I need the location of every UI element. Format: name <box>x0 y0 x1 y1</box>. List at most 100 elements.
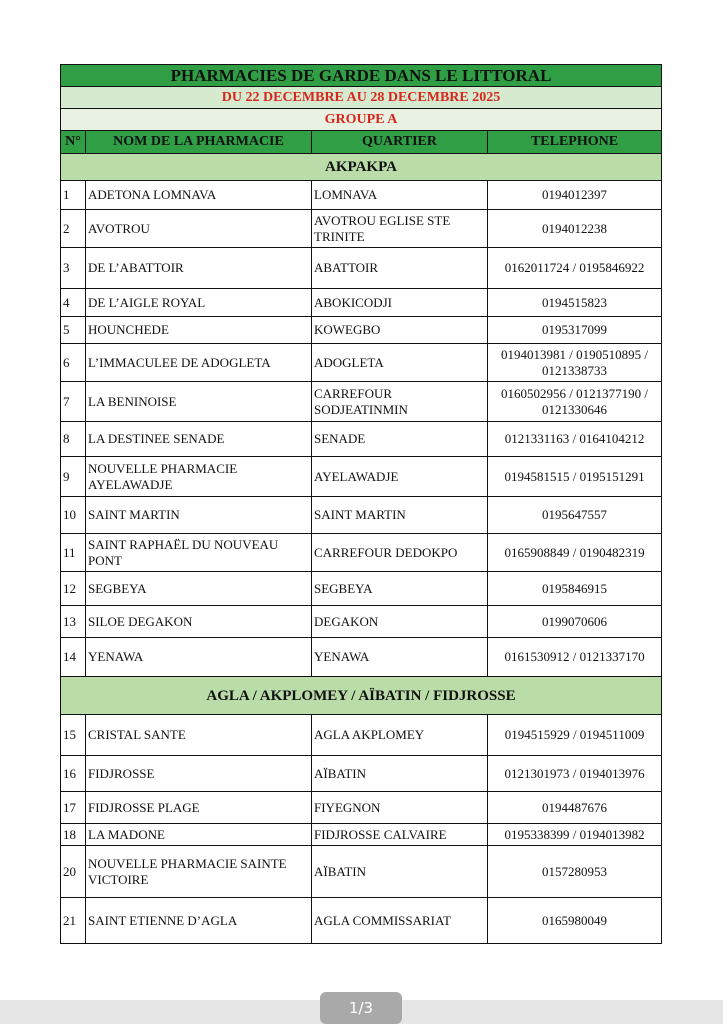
district: AVOTROU EGLISE STE TRINITE <box>311 209 488 248</box>
phone: 0194515823 <box>486 288 663 317</box>
column-header: TELEPHONE <box>486 130 663 154</box>
district: CARREFOUR DEDOKPO <box>311 533 488 572</box>
phone: 0194515929 / 0194511009 <box>486 714 663 756</box>
phone: 0121331163 / 0164104212 <box>486 421 663 457</box>
pharmacy-name: NOUVELLE PHARMACIE SAINTE VICTOIRE <box>85 845 312 898</box>
district: SEGBEYA <box>311 571 488 606</box>
phone: 0199070606 <box>486 605 663 638</box>
row-number: 14 <box>60 637 86 677</box>
phone: 0165908849 / 0190482319 <box>486 533 663 572</box>
district: FIDJROSSE CALVAIRE <box>311 823 488 846</box>
phone: 0195846915 <box>486 571 663 606</box>
row-number: 1 <box>60 180 86 210</box>
pharmacy-name: CRISTAL SANTE <box>85 714 312 756</box>
phone: 0162011724 / 0195846922 <box>486 247 663 289</box>
pharmacy-row: 12 SEGBEYA SEGBEYA 0195846915 <box>60 571 663 606</box>
district: AYELAWADJE <box>311 456 488 497</box>
row-number: 7 <box>60 381 86 422</box>
phone: 0194487676 <box>486 791 663 824</box>
column-header: QUARTIER <box>311 130 488 154</box>
pharmacy-row: 7 LA BENINOISE CARREFOUR SODJEATINMIN 01605… <box>60 381 663 422</box>
pharmacy-name: YENAWA <box>85 637 312 677</box>
column-header: NOM DE LA PHARMACIE <box>85 130 312 154</box>
district: ADOGLETA <box>311 343 488 382</box>
pharmacy-name: FIDJROSSE <box>85 755 312 792</box>
row-number: 8 <box>60 421 86 457</box>
phone: 0195647557 <box>486 496 663 534</box>
pharmacy-row: 1 ADETONA LOMNAVA LOMNAVA 0194012397 <box>60 180 663 210</box>
period-row: DU 22 DECEMBRE AU 28 DECEMBRE 2025 <box>59 86 663 109</box>
period: DU 22 DECEMBRE AU 28 DECEMBRE 2025 <box>59 86 663 109</box>
phone: 0194012238 <box>486 209 663 248</box>
row-number: 16 <box>60 755 86 792</box>
pharmacy-row: 9 NOUVELLE PHARMACIE AYELAWADJE AYELAWADJE… <box>60 456 663 497</box>
row-number: 9 <box>60 456 86 497</box>
district: AGLA COMMISSARIAT <box>311 897 488 944</box>
pharmacy-name: SILOE DEGAKON <box>85 605 312 638</box>
pharmacy-name: LA BENINOISE <box>85 381 312 422</box>
district: AGLA AKPLOMEY <box>311 714 488 756</box>
district: FIYEGNON <box>311 791 488 824</box>
pharmacy-name: SAINT RAPHAËL DU NOUVEAU PONT <box>85 533 312 572</box>
title: PHARMACIES DE GARDE DANS LE LITTORAL <box>59 64 663 87</box>
phone: 0194581515 / 0195151291 <box>486 456 663 497</box>
pharmacy-row: 16 FIDJROSSE AÏBATIN 0121301973 / 019401397… <box>60 755 663 792</box>
pharmacy-name: AVOTROU <box>85 209 312 248</box>
section-row: AKPAKPA <box>59 153 663 181</box>
section-row: AGLA / AKPLOMEY / AÏBATIN / FIDJROSSE <box>59 676 663 715</box>
pharmacy-name: DE L’AIGLE ROYAL <box>85 288 312 317</box>
pharmacy-row: 18 LA MADONE FIDJROSSE CALVAIRE 0195338399 … <box>60 823 663 846</box>
row-number: 2 <box>60 209 86 248</box>
district: LOMNAVA <box>311 180 488 210</box>
row-number: 17 <box>60 791 86 824</box>
pharmacy-row: 5 HOUNCHEDE KOWEGBO 0195317099 <box>60 316 663 344</box>
row-number: 15 <box>60 714 86 756</box>
pharmacy-name: SAINT ETIENNE D’AGLA <box>85 897 312 944</box>
row-number: 18 <box>60 823 86 846</box>
row-number: 13 <box>60 605 86 638</box>
pharmacy-row: 14 YENAWA YENAWA 0161530912 / 0121337170 <box>60 637 663 677</box>
pharmacy-row: 15 CRISTAL SANTE AGLA AKPLOMEY 0194515929 /… <box>60 714 663 756</box>
pharmacy-name: SEGBEYA <box>85 571 312 606</box>
phone: 0194012397 <box>486 180 663 210</box>
pharmacy-row: 21 SAINT ETIENNE D’AGLA AGLA COMMISSARIAT 0… <box>60 897 663 944</box>
group-row: GROUPE A <box>59 108 663 131</box>
section-name: AKPAKPA <box>59 153 663 181</box>
phone: 0160502956 / 0121377190 / 0121330646 <box>486 381 663 422</box>
district: YENAWA <box>311 637 488 677</box>
pharmacy-name: SAINT MARTIN <box>85 496 312 534</box>
group: GROUPE A <box>59 108 663 131</box>
pharmacy-row: 8 LA DESTINEE SENADE SENADE 0121331163 / 01… <box>60 421 663 457</box>
phone: 0121301973 / 0194013976 <box>486 755 663 792</box>
district: ABATTOIR <box>311 247 488 289</box>
district: SAINT MARTIN <box>311 496 488 534</box>
row-number: 12 <box>60 571 86 606</box>
pharmacy-name: HOUNCHEDE <box>85 316 312 344</box>
page-indicator: 1/3 <box>320 992 402 1024</box>
title-row: PHARMACIES DE GARDE DANS LE LITTORAL <box>59 64 663 87</box>
pharmacy-name: DE L’ABATTOIR <box>85 247 312 289</box>
section-name: AGLA / AKPLOMEY / AÏBATIN / FIDJROSSE <box>59 676 663 715</box>
pharmacy-table: PHARMACIES DE GARDE DANS LE LITTORAL DU … <box>59 64 663 944</box>
row-number: 11 <box>60 533 86 572</box>
pharmacy-row: 4 DE L’AIGLE ROYAL ABOKICODJI 0194515823 <box>60 288 663 317</box>
pharmacy-name: LA MADONE <box>85 823 312 846</box>
row-number: 4 <box>60 288 86 317</box>
pharmacy-row: 6 L’IMMACULEE DE ADOGLETA ADOGLETA 01940139… <box>60 343 663 382</box>
pharmacy-name: NOUVELLE PHARMACIE AYELAWADJE <box>85 456 312 497</box>
district: DEGAKON <box>311 605 488 638</box>
district: CARREFOUR SODJEATINMIN <box>311 381 488 422</box>
phone: 0195317099 <box>486 316 663 344</box>
pharmacy-row: 17 FIDJROSSE PLAGE FIYEGNON 0194487676 <box>60 791 663 824</box>
pharmacy-name: ADETONA LOMNAVA <box>85 180 312 210</box>
pharmacy-row: 20 NOUVELLE PHARMACIE SAINTE VICTOIRE AÏBA… <box>60 845 663 898</box>
phone: 0194013981 / 0190510895 / 0121338733 <box>486 343 663 382</box>
district: ABOKICODJI <box>311 288 488 317</box>
pharmacy-name: FIDJROSSE PLAGE <box>85 791 312 824</box>
column-header: N° <box>60 130 86 154</box>
row-number: 10 <box>60 496 86 534</box>
pharmacy-row: 10 SAINT MARTIN SAINT MARTIN 0195647557 <box>60 496 663 534</box>
pharmacy-name: LA DESTINEE SENADE <box>85 421 312 457</box>
row-number: 5 <box>60 316 86 344</box>
